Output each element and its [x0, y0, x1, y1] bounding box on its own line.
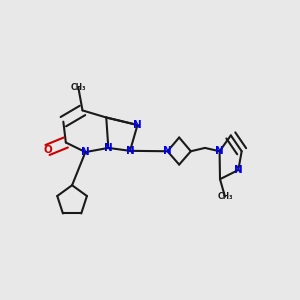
Text: N: N: [133, 120, 142, 130]
Text: N: N: [104, 143, 113, 153]
Text: CH₃: CH₃: [217, 192, 233, 201]
Text: N: N: [234, 165, 243, 175]
Text: N: N: [163, 146, 172, 156]
Text: N: N: [81, 147, 90, 157]
Text: O: O: [43, 145, 52, 155]
Text: CH₃: CH₃: [70, 83, 86, 92]
Text: N: N: [215, 146, 224, 156]
Text: N: N: [126, 146, 134, 156]
